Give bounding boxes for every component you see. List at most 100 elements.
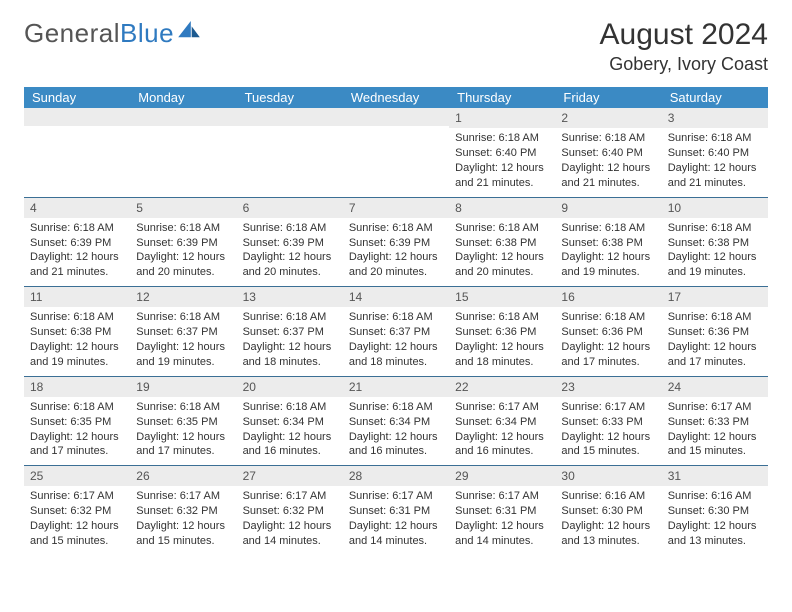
- date-number: 16: [555, 287, 661, 307]
- date-number: 2: [555, 108, 661, 128]
- cell-line: Daylight: 12 hours and 13 minutes.: [561, 519, 655, 549]
- calendar-week: 11Sunrise: 6:18 AMSunset: 6:38 PMDayligh…: [24, 287, 768, 377]
- calendar-cell: [237, 108, 343, 197]
- date-number: [24, 108, 130, 126]
- cell-line: Sunrise: 6:18 AM: [561, 310, 655, 325]
- weekday-label: Sunday: [24, 87, 130, 108]
- calendar-cell: 24Sunrise: 6:17 AMSunset: 6:33 PMDayligh…: [662, 377, 768, 466]
- cell-line: Sunset: 6:30 PM: [668, 504, 762, 519]
- cell-line: Sunset: 6:40 PM: [561, 146, 655, 161]
- cell-line: Daylight: 12 hours and 14 minutes.: [455, 519, 549, 549]
- cell-line: Sunrise: 6:17 AM: [30, 489, 124, 504]
- calendar-cell: 11Sunrise: 6:18 AMSunset: 6:38 PMDayligh…: [24, 287, 130, 376]
- cell-line: Sunset: 6:37 PM: [349, 325, 443, 340]
- cell-line: Sunrise: 6:18 AM: [455, 221, 549, 236]
- cell-line: Daylight: 12 hours and 15 minutes.: [561, 430, 655, 460]
- date-number: 25: [24, 466, 130, 486]
- cell-line: Sunset: 6:39 PM: [349, 236, 443, 251]
- date-number: 10: [662, 198, 768, 218]
- cell-line: Sunset: 6:36 PM: [561, 325, 655, 340]
- cell-line: Sunrise: 6:18 AM: [668, 310, 762, 325]
- cell-line: Sunrise: 6:18 AM: [30, 310, 124, 325]
- cell-line: Daylight: 12 hours and 16 minutes.: [349, 430, 443, 460]
- cell-line: Daylight: 12 hours and 18 minutes.: [349, 340, 443, 370]
- cell-line: Daylight: 12 hours and 16 minutes.: [455, 430, 549, 460]
- date-number: 18: [24, 377, 130, 397]
- cell-line: Daylight: 12 hours and 19 minutes.: [30, 340, 124, 370]
- calendar-cell: 25Sunrise: 6:17 AMSunset: 6:32 PMDayligh…: [24, 466, 130, 555]
- cell-line: Daylight: 12 hours and 19 minutes.: [668, 250, 762, 280]
- date-number: 12: [130, 287, 236, 307]
- calendar-cell: 9Sunrise: 6:18 AMSunset: 6:38 PMDaylight…: [555, 198, 661, 287]
- calendar-cell: 6Sunrise: 6:18 AMSunset: 6:39 PMDaylight…: [237, 198, 343, 287]
- cell-line: Daylight: 12 hours and 13 minutes.: [668, 519, 762, 549]
- cell-line: Sunrise: 6:18 AM: [136, 221, 230, 236]
- cell-line: Sunset: 6:33 PM: [668, 415, 762, 430]
- calendar-cell: 19Sunrise: 6:18 AMSunset: 6:35 PMDayligh…: [130, 377, 236, 466]
- calendar-cell: 8Sunrise: 6:18 AMSunset: 6:38 PMDaylight…: [449, 198, 555, 287]
- cell-line: Sunset: 6:32 PM: [136, 504, 230, 519]
- cell-line: Sunrise: 6:18 AM: [243, 400, 337, 415]
- calendar-week: 25Sunrise: 6:17 AMSunset: 6:32 PMDayligh…: [24, 466, 768, 555]
- date-number: 29: [449, 466, 555, 486]
- cell-line: Daylight: 12 hours and 17 minutes.: [30, 430, 124, 460]
- calendar-cell: 3Sunrise: 6:18 AMSunset: 6:40 PMDaylight…: [662, 108, 768, 197]
- date-number: 31: [662, 466, 768, 486]
- cell-line: Sunrise: 6:18 AM: [349, 400, 443, 415]
- month-title: August 2024: [600, 18, 768, 52]
- cell-line: Daylight: 12 hours and 19 minutes.: [561, 250, 655, 280]
- cell-line: Daylight: 12 hours and 17 minutes.: [561, 340, 655, 370]
- cell-line: Daylight: 12 hours and 20 minutes.: [243, 250, 337, 280]
- calendar-week: 4Sunrise: 6:18 AMSunset: 6:39 PMDaylight…: [24, 198, 768, 288]
- cell-line: Sunrise: 6:17 AM: [349, 489, 443, 504]
- calendar-cell: 13Sunrise: 6:18 AMSunset: 6:37 PMDayligh…: [237, 287, 343, 376]
- cell-line: Daylight: 12 hours and 20 minutes.: [455, 250, 549, 280]
- calendar-cell: 21Sunrise: 6:18 AMSunset: 6:34 PMDayligh…: [343, 377, 449, 466]
- header: GeneralBlue August 2024 Gobery, Ivory Co…: [24, 18, 768, 75]
- cell-line: Daylight: 12 hours and 21 minutes.: [455, 161, 549, 191]
- calendar-cell: 22Sunrise: 6:17 AMSunset: 6:34 PMDayligh…: [449, 377, 555, 466]
- date-number: 24: [662, 377, 768, 397]
- cell-line: Sunset: 6:40 PM: [455, 146, 549, 161]
- cell-line: Sunset: 6:36 PM: [455, 325, 549, 340]
- location: Gobery, Ivory Coast: [600, 54, 768, 75]
- cell-line: Daylight: 12 hours and 21 minutes.: [668, 161, 762, 191]
- cell-line: Sunrise: 6:18 AM: [668, 221, 762, 236]
- date-number: 13: [237, 287, 343, 307]
- date-number: 28: [343, 466, 449, 486]
- date-number: 8: [449, 198, 555, 218]
- calendar-cell: 2Sunrise: 6:18 AMSunset: 6:40 PMDaylight…: [555, 108, 661, 197]
- cell-line: Sunrise: 6:18 AM: [243, 221, 337, 236]
- date-number: 5: [130, 198, 236, 218]
- calendar-cell: 5Sunrise: 6:18 AMSunset: 6:39 PMDaylight…: [130, 198, 236, 287]
- date-number: 23: [555, 377, 661, 397]
- cell-line: Sunset: 6:39 PM: [30, 236, 124, 251]
- calendar-cell: 28Sunrise: 6:17 AMSunset: 6:31 PMDayligh…: [343, 466, 449, 555]
- cell-line: Sunrise: 6:18 AM: [136, 400, 230, 415]
- cell-line: Sunset: 6:32 PM: [30, 504, 124, 519]
- calendar-cell: 17Sunrise: 6:18 AMSunset: 6:36 PMDayligh…: [662, 287, 768, 376]
- cell-line: Sunset: 6:34 PM: [243, 415, 337, 430]
- cell-line: Sunrise: 6:16 AM: [561, 489, 655, 504]
- date-number: 9: [555, 198, 661, 218]
- cell-line: Daylight: 12 hours and 20 minutes.: [136, 250, 230, 280]
- date-number: [343, 108, 449, 126]
- calendar-cell: [130, 108, 236, 197]
- cell-line: Sunset: 6:34 PM: [349, 415, 443, 430]
- cell-line: Sunrise: 6:18 AM: [30, 221, 124, 236]
- date-number: 22: [449, 377, 555, 397]
- logo-sail-icon: [178, 21, 200, 39]
- cell-line: Sunset: 6:36 PM: [668, 325, 762, 340]
- cell-line: Sunset: 6:32 PM: [243, 504, 337, 519]
- cell-line: Sunrise: 6:17 AM: [136, 489, 230, 504]
- cell-line: Sunrise: 6:17 AM: [243, 489, 337, 504]
- date-number: 19: [130, 377, 236, 397]
- calendar-cell: [343, 108, 449, 197]
- calendar-cell: 15Sunrise: 6:18 AMSunset: 6:36 PMDayligh…: [449, 287, 555, 376]
- calendar-cell: 1Sunrise: 6:18 AMSunset: 6:40 PMDaylight…: [449, 108, 555, 197]
- cell-line: Daylight: 12 hours and 14 minutes.: [243, 519, 337, 549]
- date-number: 27: [237, 466, 343, 486]
- date-number: 20: [237, 377, 343, 397]
- cell-line: Daylight: 12 hours and 20 minutes.: [349, 250, 443, 280]
- calendar-cell: 31Sunrise: 6:16 AMSunset: 6:30 PMDayligh…: [662, 466, 768, 555]
